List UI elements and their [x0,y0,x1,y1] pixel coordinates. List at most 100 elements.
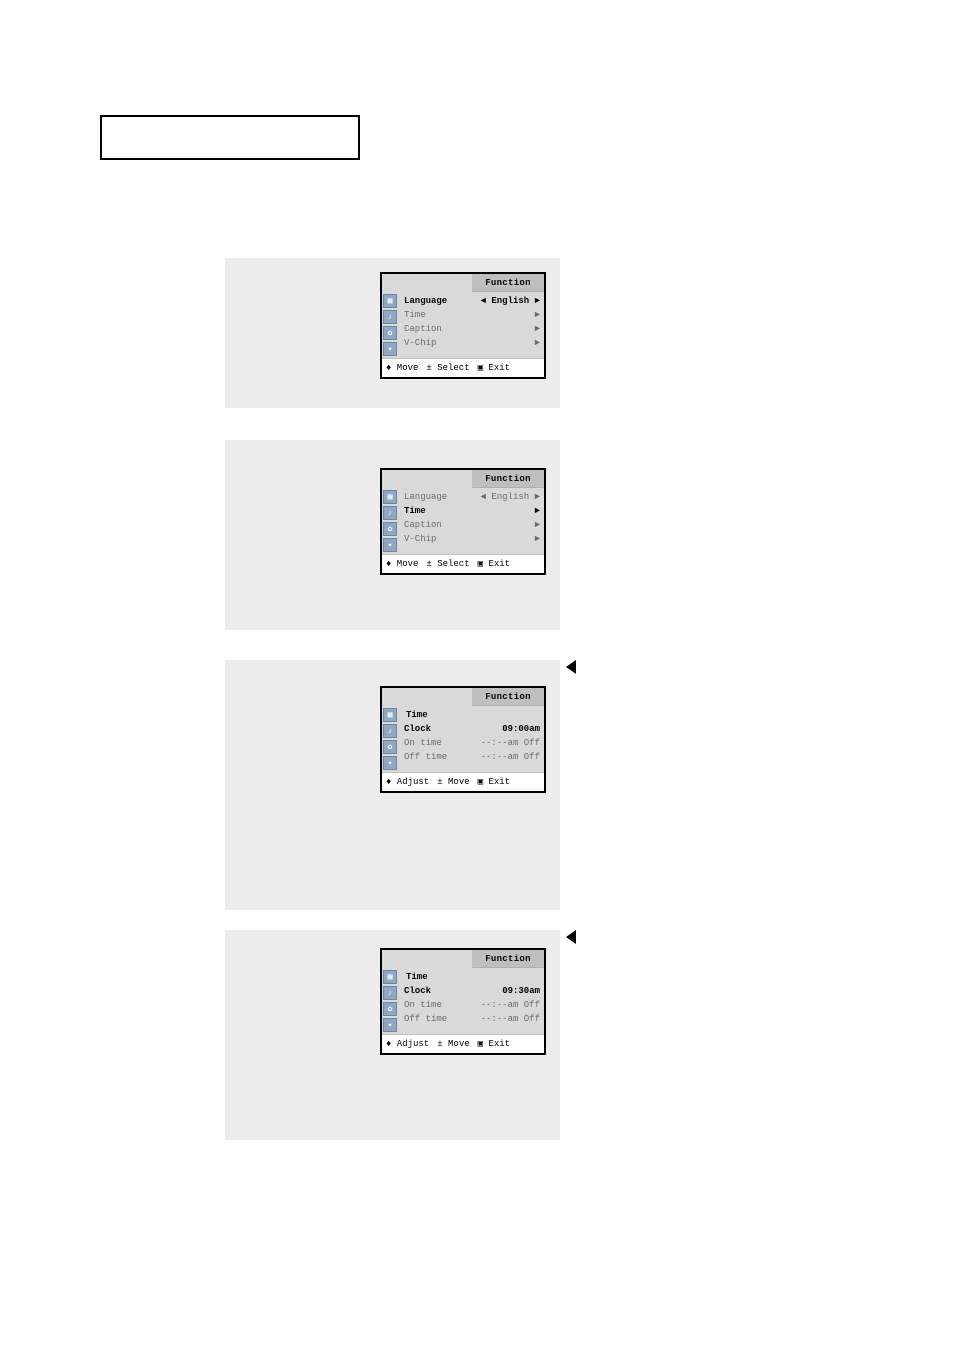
osd-header: Function [382,688,544,706]
menu-item-vchip[interactable]: V-Chip ► [404,336,540,350]
function-icon[interactable]: ✿ [383,326,397,340]
menu-item-off-time[interactable]: Off time --:--am Off [404,1012,540,1026]
osd-list: Time Clock 09:30am On time --:--am Off O… [400,968,544,1034]
osd-body: ▦ ♪ ✿ ✦ Language ◄ English ► Time ► Capt… [382,488,544,554]
menu-item-label: Language [404,492,447,502]
footer-adjust: ♦ Adjust [386,777,429,787]
osd-body: ▦ ♪ ✿ ✦ Time Clock 09:30am On time --:--… [382,968,544,1034]
osd-iconbar: ▦ ♪ ✿ ✦ [382,706,400,772]
menu-item-label: Caption [404,520,442,530]
sound-icon[interactable]: ♪ [383,506,397,520]
menu-item-value: ► [535,338,540,348]
menu-item-value: ◄ English ► [481,492,540,502]
sound-icon[interactable]: ♪ [383,986,397,1000]
picture-icon[interactable]: ▦ [383,490,397,504]
menu-item-label: On time [404,1000,442,1010]
sound-icon[interactable]: ♪ [383,724,397,738]
osd-function-menu-1: Function ▦ ♪ ✿ ✦ Language ◄ English ► Ti… [380,272,546,379]
menu-item-caption[interactable]: Caption ► [404,322,540,336]
osd-list: Time Clock 09:00am On time --:--am Off O… [400,706,544,772]
footer-exit: ▣ Exit [478,777,510,787]
osd-title: Function [472,950,544,968]
menu-item-time[interactable]: Time ► [404,308,540,322]
menu-item-label: Clock [404,986,431,996]
menu-item-time[interactable]: Time ► [404,504,540,518]
menu-item-language[interactable]: Language ◄ English ► [404,490,540,504]
osd-time-menu-1: Function ▦ ♪ ✿ ✦ Time Clock 09:00am On t… [380,686,546,793]
menu-item-label: Off time [404,752,447,762]
menu-item-value: ► [535,520,540,530]
menu-item-on-time[interactable]: On time --:--am Off [404,998,540,1012]
setup-icon[interactable]: ✦ [383,342,397,356]
menu-item-label: Time [404,506,426,516]
picture-icon[interactable]: ▦ [383,970,397,984]
footer-move: ± Move [437,1039,469,1049]
function-icon[interactable]: ✿ [383,1002,397,1016]
footer-move: ♦ Move [386,363,418,373]
picture-icon[interactable]: ▦ [383,708,397,722]
footer-move: ± Move [437,777,469,787]
pointer-triangle-1 [566,660,576,674]
osd-title: Function [472,688,544,706]
function-icon[interactable]: ✿ [383,522,397,536]
footer-exit: ▣ Exit [478,559,510,569]
menu-item-value: --:--am Off [481,752,540,762]
footer-select: ± Select [426,559,469,569]
menu-item-label: Language [404,296,447,306]
footer-move: ♦ Move [386,559,418,569]
osd-iconbar: ▦ ♪ ✿ ✦ [382,968,400,1034]
menu-item-language[interactable]: Language ◄ English ► [404,294,540,308]
menu-item-label: V-Chip [404,534,436,544]
menu-item-label: V-Chip [404,338,436,348]
menu-item-clock[interactable]: Clock 09:00am [404,722,540,736]
footer-adjust: ♦ Adjust [386,1039,429,1049]
menu-item-vchip[interactable]: V-Chip ► [404,532,540,546]
osd-iconbar: ▦ ♪ ✿ ✦ [382,488,400,554]
menu-item-label: Caption [404,324,442,334]
osd-header: Function [382,950,544,968]
osd-footer: ♦ Adjust ± Move ▣ Exit [382,772,544,791]
osd-footer: ♦ Adjust ± Move ▣ Exit [382,1034,544,1053]
menu-item-value: ► [535,534,540,544]
menu-item-off-time[interactable]: Off time --:--am Off [404,750,540,764]
osd-header: Function [382,274,544,292]
submenu-heading: Time [404,708,540,722]
osd-list: Language ◄ English ► Time ► Caption ► V-… [400,292,544,358]
setup-icon[interactable]: ✦ [383,538,397,552]
osd-function-menu-2: Function ▦ ♪ ✿ ✦ Language ◄ English ► Ti… [380,468,546,575]
menu-item-value: ◄ English ► [481,296,540,306]
osd-footer: ♦ Move ± Select ▣ Exit [382,554,544,573]
menu-item-value: ► [535,310,540,320]
menu-item-value: --:--am Off [481,1014,540,1024]
osd-body: ▦ ♪ ✿ ✦ Language ◄ English ► Time ► Capt… [382,292,544,358]
menu-item-label: On time [404,738,442,748]
menu-item-label: Off time [404,1014,447,1024]
menu-item-value: ► [535,324,540,334]
menu-item-value: --:--am Off [481,1000,540,1010]
osd-list: Language ◄ English ► Time ► Caption ► V-… [400,488,544,554]
menu-item-value: 09:30am [502,986,540,996]
osd-time-menu-2: Function ▦ ♪ ✿ ✦ Time Clock 09:30am On t… [380,948,546,1055]
sound-icon[interactable]: ♪ [383,310,397,324]
menu-item-value: --:--am Off [481,738,540,748]
submenu-heading: Time [404,970,540,984]
osd-footer: ♦ Move ± Select ▣ Exit [382,358,544,377]
menu-item-value: ► [535,506,540,516]
page: Function ▦ ♪ ✿ ✦ Language ◄ English ► Ti… [0,0,954,1351]
menu-item-label: Clock [404,724,431,734]
menu-item-value: 09:00am [502,724,540,734]
osd-title: Function [472,274,544,292]
menu-item-on-time[interactable]: On time --:--am Off [404,736,540,750]
footer-exit: ▣ Exit [478,363,510,373]
menu-item-clock[interactable]: Clock 09:30am [404,984,540,998]
footer-select: ± Select [426,363,469,373]
osd-body: ▦ ♪ ✿ ✦ Time Clock 09:00am On time --:--… [382,706,544,772]
osd-iconbar: ▦ ♪ ✿ ✦ [382,292,400,358]
picture-icon[interactable]: ▦ [383,294,397,308]
menu-item-caption[interactable]: Caption ► [404,518,540,532]
menu-item-label: Time [404,310,426,320]
setup-icon[interactable]: ✦ [383,756,397,770]
setup-icon[interactable]: ✦ [383,1018,397,1032]
pointer-triangle-2 [566,930,576,944]
function-icon[interactable]: ✿ [383,740,397,754]
